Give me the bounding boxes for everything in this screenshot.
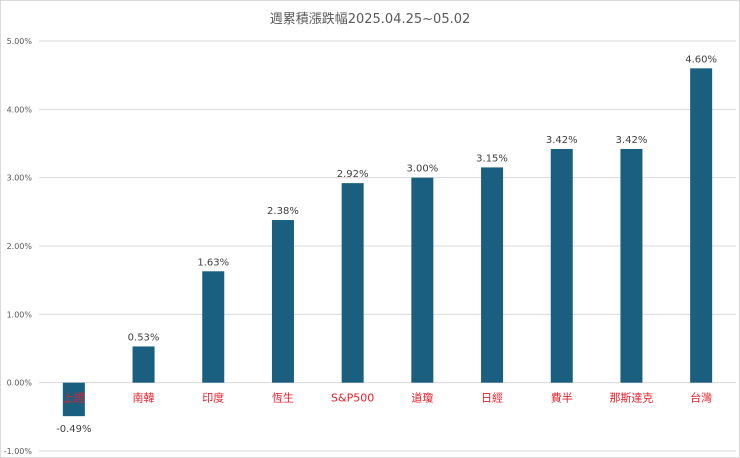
category-label: 南韓	[133, 392, 155, 405]
data-labels: -0.49% 0.53% 1.63% 2.38% 2.92% 3.00% 3.15% 3.42…	[56, 54, 717, 435]
data-label: 2.38%	[267, 206, 299, 217]
y-tick-label: 3.00%	[7, 174, 33, 183]
bar	[202, 271, 225, 383]
bar	[481, 167, 504, 383]
category-label: 恆生	[272, 391, 294, 405]
category-label: 道瓊	[411, 391, 433, 405]
bar	[620, 148, 643, 383]
data-label: 4.60%	[685, 54, 717, 65]
data-label: 3.15%	[476, 153, 508, 164]
data-label: 0.53%	[128, 332, 160, 343]
data-label: 3.42%	[616, 135, 648, 146]
y-tick-label: 0.00%	[7, 379, 33, 388]
category-label: 日經	[481, 391, 503, 405]
bars	[62, 68, 713, 417]
y-tick-label: 4.00%	[7, 105, 33, 114]
bar	[550, 148, 573, 383]
bar	[341, 183, 364, 383]
data-label: 2.92%	[337, 169, 369, 180]
category-label: 台灣	[690, 391, 712, 405]
bar	[411, 177, 434, 383]
category-label: 那斯達克	[609, 392, 653, 405]
category-labels: 上證 南韓 印度 恆生 S&P500 道瓊 日經 費半 那斯達克 台灣	[63, 391, 712, 405]
y-tick-label: 2.00%	[7, 242, 33, 251]
data-label: -0.49%	[56, 424, 91, 435]
y-tick-label: -1.00%	[4, 447, 33, 456]
data-label: 3.00%	[406, 164, 438, 175]
category-label: S&P500	[331, 392, 374, 405]
gridlines: 5.00% 4.00% 3.00% 2.00% 1.00% 0.00% -1.00%	[4, 37, 736, 456]
category-label: 印度	[202, 391, 224, 405]
bar	[132, 346, 155, 383]
bar	[62, 382, 85, 417]
data-label: 3.42%	[546, 135, 578, 146]
chart-title: 週累積漲跌幅2025.04.25~05.02	[270, 11, 471, 27]
bar	[271, 220, 294, 383]
category-label: 上證	[63, 391, 85, 405]
data-label: 1.63%	[197, 257, 229, 268]
y-tick-label: 5.00%	[7, 37, 33, 46]
bar	[690, 68, 713, 383]
category-label: 費半	[551, 391, 573, 405]
y-tick-label: 1.00%	[7, 310, 33, 319]
